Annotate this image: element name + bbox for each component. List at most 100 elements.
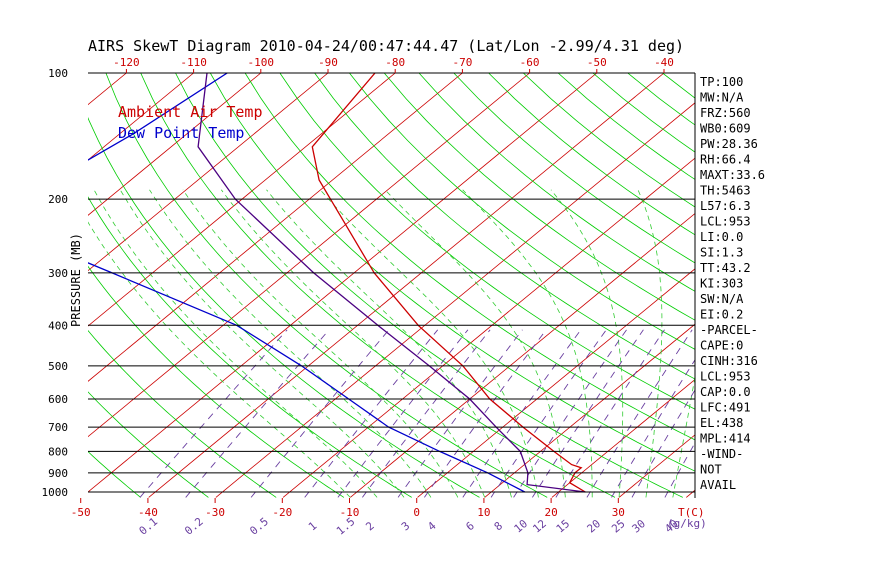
temperature-unit-label: T(C) bbox=[678, 506, 705, 519]
stability-index-item: MW:N/A bbox=[700, 91, 744, 105]
stability-index-item: MAXT:33.6 bbox=[700, 168, 765, 182]
dry-adiabat-line bbox=[836, 73, 870, 497]
mixing-ratio-line bbox=[556, 330, 665, 498]
top-temp-label: -100 bbox=[248, 56, 275, 69]
mixing-ratio-line bbox=[463, 330, 581, 498]
mixing-ratio-label: 20 bbox=[585, 517, 604, 535]
mixing-ratio-line bbox=[612, 330, 715, 498]
dry-adiabat-line bbox=[663, 73, 870, 497]
legend-dew-point-temp: Dew Point Temp bbox=[118, 124, 244, 142]
pressure-tick-label: 500 bbox=[48, 360, 68, 373]
pressure-tick-label: 800 bbox=[48, 445, 68, 458]
bottom-temp-label: 20 bbox=[544, 506, 557, 519]
stability-index-item: LI:0.0 bbox=[700, 230, 743, 244]
stability-index-item: LCL:953 bbox=[700, 215, 751, 229]
mixing-ratio-line bbox=[398, 330, 522, 498]
stability-index-item: TH:5463 bbox=[700, 184, 751, 198]
isotherm-line bbox=[417, 73, 870, 497]
mixing-ratio-line bbox=[362, 330, 490, 498]
stability-index-item: SI:1.3 bbox=[700, 246, 743, 260]
stability-index-item: -PARCEL- bbox=[700, 323, 758, 337]
mixing-ratio-label: 10 bbox=[512, 517, 531, 535]
top-temp-label: -120 bbox=[113, 56, 140, 69]
mixing-ratio-line bbox=[186, 330, 329, 498]
pressure-tick-label: 600 bbox=[48, 393, 68, 406]
isotherm-line bbox=[350, 73, 865, 497]
isotherm-line bbox=[485, 73, 870, 497]
bottom-temp-label: -50 bbox=[71, 506, 91, 519]
bottom-temp-label: -40 bbox=[138, 506, 158, 519]
dry-adiabat-line bbox=[523, 73, 870, 497]
chart-title: AIRS SkewT Diagram 2010-04-24/00:47:44.4… bbox=[88, 37, 684, 55]
dry-adiabat-line bbox=[280, 73, 870, 497]
mixing-ratio-label: 8 bbox=[492, 519, 505, 533]
dry-adiabat-line bbox=[176, 73, 683, 497]
mixing-ratio-label: 6 bbox=[463, 519, 476, 533]
stability-index-item: -WIND- bbox=[700, 447, 743, 461]
stability-index-item: SW:N/A bbox=[700, 292, 744, 306]
mixing-ratio-label: 0.2 bbox=[182, 515, 206, 538]
isotherm-line bbox=[14, 73, 529, 497]
top-temp-label: -50 bbox=[587, 56, 607, 69]
bottom-temp-label: -20 bbox=[272, 506, 292, 519]
legend-ambient-air-temp: Ambient Air Temp bbox=[118, 103, 263, 121]
stability-index-item: L57:6.3 bbox=[700, 199, 751, 213]
stability-index-item: CAP:0.0 bbox=[700, 385, 751, 399]
mixing-ratio-label: 12 bbox=[530, 517, 549, 535]
top-temp-label: -80 bbox=[385, 56, 405, 69]
dry-adiabat-line bbox=[767, 73, 870, 497]
bottom-temp-label: 10 bbox=[477, 506, 490, 519]
dry-adiabat-line bbox=[454, 73, 870, 497]
pressure-tick-label: 100 bbox=[48, 67, 68, 80]
dry-adiabat-line bbox=[315, 73, 870, 497]
bottom-temp-label: 30 bbox=[612, 506, 625, 519]
stability-index-item: PW:28.36 bbox=[700, 137, 758, 151]
mixing-ratio-label: 25 bbox=[609, 517, 628, 535]
pressure-tick-label: 700 bbox=[48, 421, 68, 434]
pressure-tick-label: 400 bbox=[48, 319, 68, 332]
bottom-temp-label: 0 bbox=[413, 506, 420, 519]
dry-adiabat-line bbox=[489, 73, 870, 497]
stability-index-item: WB0:609 bbox=[700, 122, 751, 136]
pressure-tick-label: 200 bbox=[48, 193, 68, 206]
dry-adiabat-line bbox=[0, 73, 5, 497]
mixing-ratio-label: 0.5 bbox=[247, 515, 271, 538]
isotherm-line bbox=[821, 73, 870, 497]
top-temp-label: -110 bbox=[180, 56, 207, 69]
mixing-ratio-label: 30 bbox=[630, 517, 649, 535]
isotherm-line bbox=[753, 73, 870, 497]
stability-index-item: TT:43.2 bbox=[700, 261, 751, 275]
pressure-tick-label: 300 bbox=[48, 267, 68, 280]
mixing-ratio-line bbox=[140, 330, 287, 498]
stability-index-item: NOT bbox=[700, 463, 722, 477]
dry-adiabat-line bbox=[802, 73, 870, 497]
stability-index-item: AVAIL bbox=[700, 478, 736, 492]
stability-index-item: EL:438 bbox=[700, 416, 743, 430]
mixing-ratio-label: 3 bbox=[399, 519, 412, 533]
dry-adiabat-line bbox=[419, 73, 870, 497]
stability-index-item: FRZ:560 bbox=[700, 106, 751, 120]
top-temp-label: -70 bbox=[452, 56, 472, 69]
dry-adiabat-line bbox=[384, 73, 870, 497]
stability-index-item: TP:100 bbox=[700, 75, 743, 89]
bottom-temp-label: -30 bbox=[205, 506, 225, 519]
mixing-ratio-line bbox=[587, 330, 692, 498]
y-axis-label: PRESSURE (MB) bbox=[69, 233, 83, 327]
stability-index-item: CINH:316 bbox=[700, 354, 758, 368]
stability-index-item: EI:0.2 bbox=[700, 308, 743, 322]
stability-index-item: RH:66.4 bbox=[700, 153, 751, 167]
mixing-ratio-line bbox=[514, 330, 627, 498]
top-temp-label: -40 bbox=[654, 56, 674, 69]
stability-index-item: CAPE:0 bbox=[700, 339, 743, 353]
bottom-temp-label: -10 bbox=[340, 506, 360, 519]
stability-index-item: KI:303 bbox=[700, 277, 743, 291]
top-temp-label: -60 bbox=[520, 56, 540, 69]
mixing-ratio-label: 15 bbox=[554, 517, 573, 535]
stability-index-item: LCL:953 bbox=[700, 370, 751, 384]
mixing-ratio-label: 2 bbox=[363, 519, 376, 533]
mixing-ratio-label: 4 bbox=[425, 519, 439, 533]
stability-index-item: MPL:414 bbox=[700, 432, 751, 446]
